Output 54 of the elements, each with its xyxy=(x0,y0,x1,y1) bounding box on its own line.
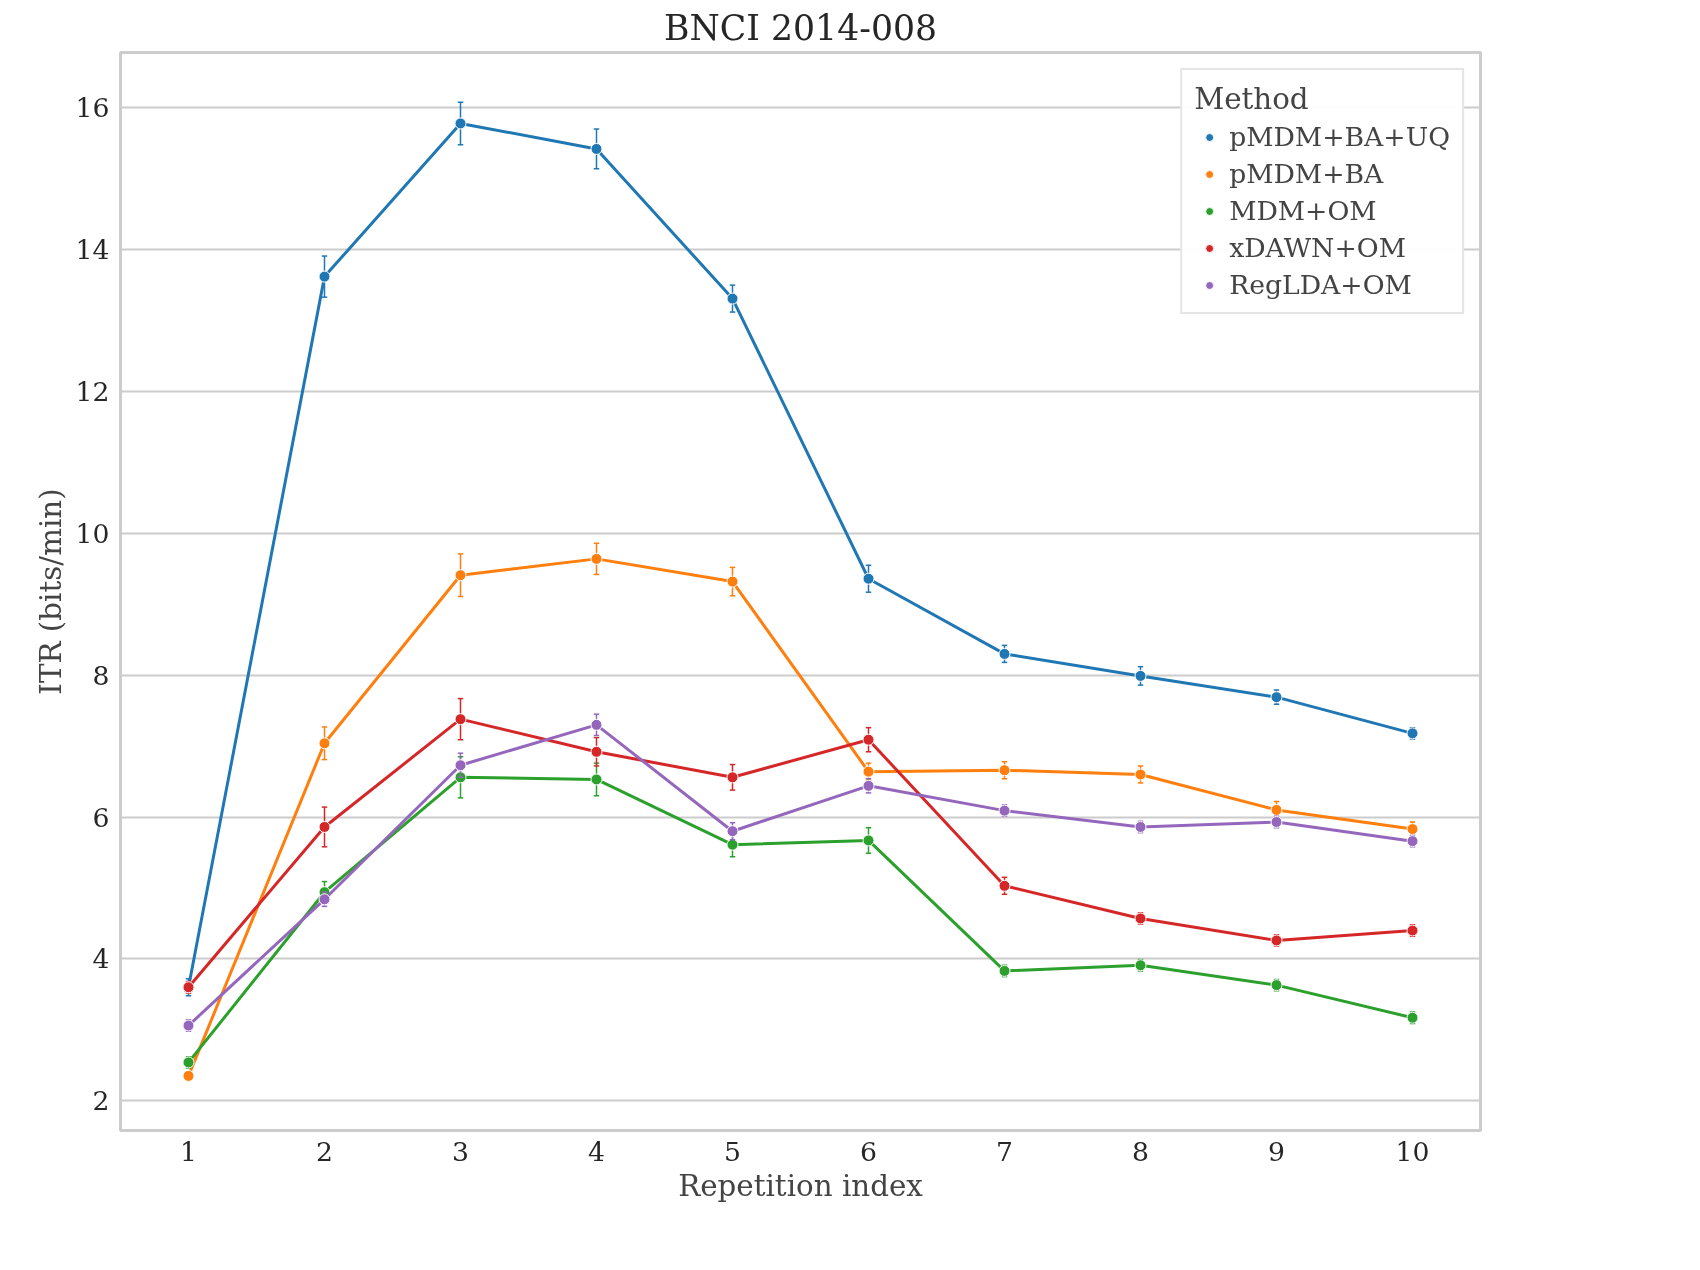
legend-label: xDAWN+OM xyxy=(1229,232,1406,263)
point xyxy=(454,759,467,772)
x-tick-label: 10 xyxy=(1395,1135,1430,1167)
point xyxy=(726,771,739,784)
x-tick-label: 9 xyxy=(1268,1135,1285,1167)
point xyxy=(1134,669,1147,682)
point xyxy=(182,1069,195,1082)
x-tick-label: 6 xyxy=(860,1135,877,1167)
x-tick-label: 2 xyxy=(316,1135,333,1167)
point xyxy=(862,834,875,847)
legend-label: MDM+OM xyxy=(1229,195,1377,226)
point xyxy=(998,647,1011,660)
legend-label: pMDM+BA xyxy=(1229,158,1384,189)
y-tick-label: 16 xyxy=(75,92,110,124)
point xyxy=(318,270,331,283)
point xyxy=(590,142,603,155)
point xyxy=(318,893,331,906)
legend-label: RegLDA+OM xyxy=(1229,269,1412,300)
y-tick-label: 8 xyxy=(92,659,110,691)
point xyxy=(1270,803,1283,816)
point xyxy=(862,765,875,778)
x-tick-label: 1 xyxy=(180,1135,197,1167)
point xyxy=(726,825,739,838)
x-tick-label: 3 xyxy=(452,1135,469,1167)
legend-title: Method xyxy=(1194,82,1310,116)
point xyxy=(862,572,875,585)
point xyxy=(454,713,467,726)
y-tick-label: 6 xyxy=(92,801,110,833)
x-tick-label: 8 xyxy=(1132,1135,1149,1167)
point xyxy=(454,569,467,582)
x-tick-label: 7 xyxy=(996,1135,1013,1167)
x-tick-label: 5 xyxy=(724,1135,741,1167)
point xyxy=(454,117,467,130)
point xyxy=(318,820,331,833)
point xyxy=(318,737,331,750)
y-tick-label: 4 xyxy=(92,943,110,975)
chart-title: BNCI 2014-008 xyxy=(663,7,938,48)
point xyxy=(726,292,739,305)
y-tick-label: 10 xyxy=(75,517,110,549)
y-axis-title: ITR (bits/min) xyxy=(33,488,68,695)
point xyxy=(726,575,739,588)
point xyxy=(998,764,1011,777)
y-tick-label: 12 xyxy=(75,376,110,407)
point xyxy=(590,718,603,731)
legend-label: pMDM+BA+UQ xyxy=(1229,121,1450,152)
point xyxy=(590,745,603,758)
x-tick-label: 4 xyxy=(588,1135,605,1167)
point xyxy=(862,733,875,746)
point xyxy=(590,552,603,565)
y-tick-label: 14 xyxy=(75,234,110,266)
x-axis-title: Repetition index xyxy=(678,1168,924,1203)
point xyxy=(998,879,1011,892)
point xyxy=(590,773,603,786)
y-tick-label: 2 xyxy=(92,1085,110,1117)
